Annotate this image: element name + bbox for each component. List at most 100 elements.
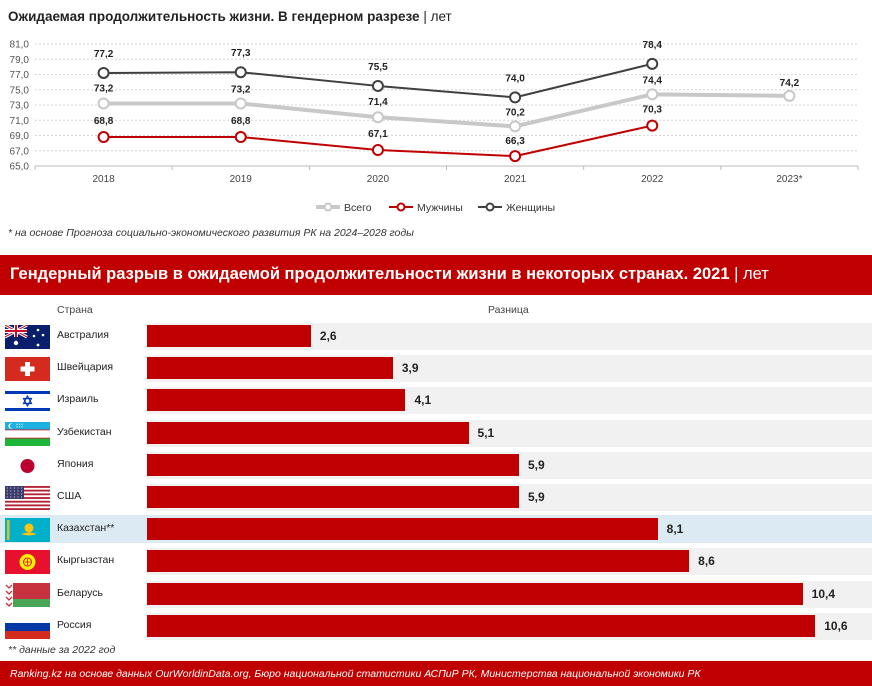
legend-marker-Мужчины [396, 202, 406, 212]
data-point-Всего [234, 97, 247, 110]
data-point-Мужчины [509, 150, 522, 163]
x-tick-label: 2019 [230, 174, 253, 185]
legend-label-Всего: Всего [344, 202, 372, 214]
country-name: Россия [57, 618, 92, 631]
banner-unit: лет [743, 265, 769, 283]
country-row: Узбекистан 5,1 [0, 419, 872, 447]
gap-value-label: 10,4 [811, 586, 835, 601]
source-footer: Ranking.kz на основе данных OurWorldinDa… [0, 661, 872, 686]
y-tick-label: 65,0 [10, 162, 30, 173]
y-tick-label: 69,0 [10, 131, 30, 142]
gap-bar [147, 582, 803, 605]
australia-flag [5, 325, 50, 349]
data-point-Женщины [646, 57, 659, 70]
data-point-Всего [783, 89, 796, 102]
difference-column-header: Разница [488, 304, 529, 316]
country-row: Кыргызстан 8,6 [0, 547, 872, 576]
gap-bar [147, 614, 816, 637]
flag-kazakhstan-flag [5, 518, 50, 543]
data-label-Всего: 73,2 [231, 84, 251, 95]
y-tick-label: 81,0 [10, 40, 30, 51]
country-name: Швейцария [57, 361, 114, 374]
data-label-Женщины: 77,2 [94, 49, 114, 60]
x-tick-label: 2021 [504, 174, 527, 185]
y-tick-label: 77,0 [10, 70, 30, 81]
line-chart-title-text: Ожидаемая продолжительность жизни. В ген… [8, 9, 420, 24]
data-point-Всего [509, 120, 522, 133]
kazakhstan-footnote: ** данные за 2022 год [8, 644, 116, 656]
belarus-flag [5, 582, 50, 607]
data-point-Женщины [234, 66, 247, 79]
gap-bar [147, 518, 658, 541]
banner-separator: | [734, 265, 739, 283]
data-label-Мужчины: 70,3 [643, 105, 663, 116]
flag-switzerland-flag [5, 357, 50, 382]
legend-marker-Женщины [485, 202, 495, 212]
country-column-header: Страна [57, 304, 93, 316]
gender-gap-title: Гендерный разрыв в ожидаемой продолжител… [10, 265, 730, 283]
data-point-Мужчины [371, 143, 384, 156]
gap-value-label: 10,6 [824, 618, 848, 633]
y-tick-label: 73,0 [10, 101, 30, 112]
country-row: Швейцария 3,9 [0, 354, 872, 383]
gap-bar [147, 550, 690, 573]
gap-bar [147, 389, 406, 412]
data-point-Мужчины [97, 131, 110, 144]
data-label-Мужчины: 68,8 [231, 116, 251, 127]
line-chart-title: Ожидаемая продолжительность жизни. В ген… [8, 9, 452, 24]
country-row: Россия 10,6 [0, 612, 872, 640]
data-point-Женщины [509, 91, 522, 104]
data-point-Всего [97, 97, 110, 110]
gap-value-label: 8,1 [666, 522, 684, 537]
data-label-Мужчины: 68,8 [94, 116, 114, 127]
usa-flag [5, 486, 50, 510]
data-point-Всего [646, 88, 659, 101]
gap-value-label: 5,9 [527, 457, 545, 472]
gap-bar [147, 453, 519, 476]
flag-usa-flag [5, 486, 50, 510]
flag-belarus-flag [5, 582, 50, 607]
data-label-Женщины: 74,0 [505, 73, 525, 84]
x-tick-label: 2023* [776, 174, 802, 185]
data-point-Мужчины [234, 131, 247, 144]
kazakhstan-flag [5, 518, 50, 543]
data-label-Мужчины: 67,1 [368, 129, 388, 140]
gap-value-label: 5,9 [527, 490, 545, 504]
y-tick-label: 79,0 [10, 55, 30, 66]
gap-bar [147, 421, 469, 444]
country-name: Казахстан** [57, 522, 115, 535]
forecast-footnote: * на основе Прогноза социально-экономиче… [8, 227, 414, 239]
data-label-Мужчины: 66,3 [505, 136, 525, 147]
country-name: Узбекистан [57, 425, 112, 438]
russia-flag [5, 614, 50, 639]
country-name: Беларусь [57, 586, 103, 599]
gap-value-label: 4,1 [414, 393, 432, 408]
data-point-Мужчины [646, 119, 659, 132]
israel-flag [5, 389, 50, 414]
data-label-Всего: 73,2 [94, 83, 114, 94]
country-row: Казахстан** 8,1 [0, 515, 872, 544]
x-tick-label: 2018 [92, 174, 115, 185]
title-separator: | [423, 9, 427, 24]
flag-australia-flag [5, 325, 50, 349]
life-expectancy-line-chart: 65,0 67,0 69,0 71,0 73,0 75,0 77,0 79,0 81,0 2018… [10, 40, 859, 214]
gap-bar [147, 486, 519, 508]
legend-marker-Всего [323, 202, 333, 212]
x-tick-label: 2020 [367, 174, 390, 185]
data-label-Женщины: 75,5 [368, 62, 388, 73]
gap-value-label: 3,9 [401, 361, 419, 376]
gap-value-label: 2,6 [319, 329, 337, 343]
country-row: Австралия 2,6 [0, 322, 872, 350]
flag-japan-flag [5, 453, 50, 478]
country-name: Кыргызстан [57, 554, 115, 567]
data-label-Всего: 70,2 [505, 107, 525, 118]
data-label-Всего: 74,4 [643, 75, 663, 86]
x-tick-label: 2022 [641, 174, 664, 185]
y-tick-label: 67,0 [10, 146, 30, 157]
country-name: США [57, 490, 82, 502]
country-row: США 5,9 [0, 483, 872, 511]
title-unit: лет [430, 9, 452, 24]
data-label-Женщины: 77,3 [231, 48, 251, 59]
legend-label-Мужчины: Мужчины [417, 202, 463, 214]
country-row: Израиль 4,1 [0, 386, 872, 415]
